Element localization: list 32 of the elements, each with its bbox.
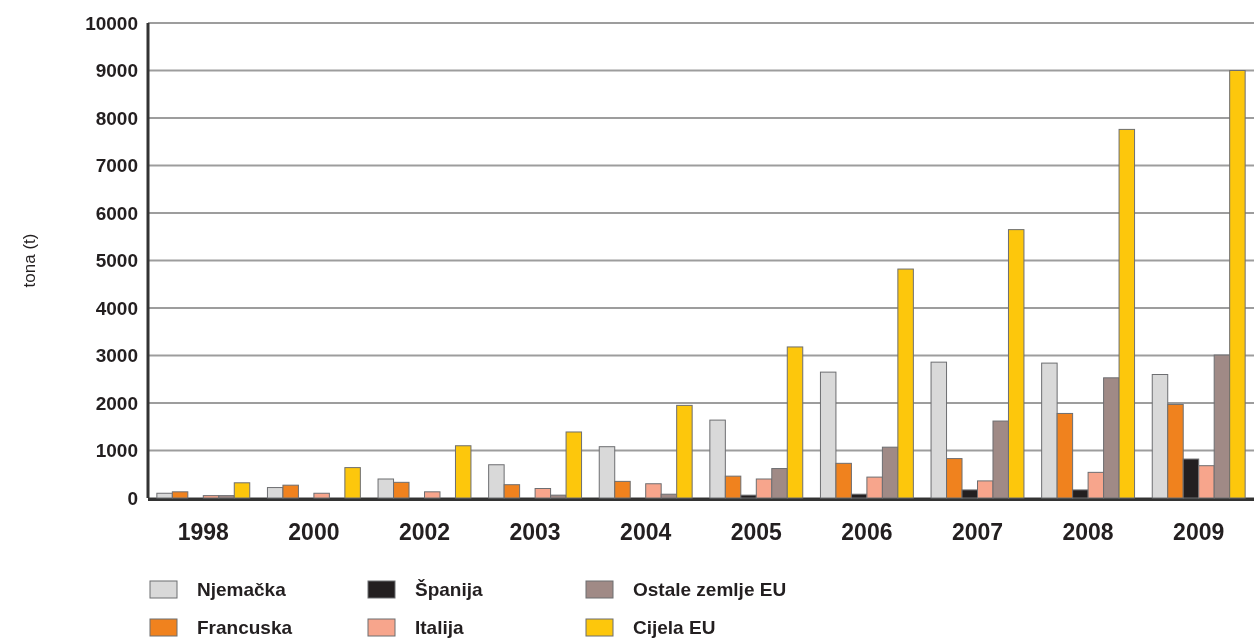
legend-label: Cijela EU (633, 616, 716, 638)
x-tick-label: 2008 (1062, 519, 1114, 545)
bar (313, 492, 330, 499)
y-tick-label: 5000 (95, 250, 138, 272)
x-tick-label: 2007 (951, 519, 1004, 545)
legend-label: Italija (415, 616, 465, 638)
y-tick-label: 0 (127, 487, 138, 509)
bar (454, 445, 472, 499)
y-tick-label: 10000 (85, 12, 138, 34)
bar (344, 467, 361, 499)
y-tick-label: 9000 (95, 60, 138, 82)
x-tick-label: 2006 (841, 519, 893, 545)
bar (424, 491, 441, 499)
x-tick-label: 2003 (509, 519, 561, 545)
x-tick-label: 2005 (730, 519, 783, 545)
y-tick-label: 3000 (95, 345, 138, 367)
y-tick-label: 6000 (95, 202, 138, 224)
x-tick-label: 2004 (620, 519, 672, 545)
legend-label: Njemačka (197, 578, 287, 600)
x-tick-label: 2002 (398, 519, 451, 545)
y-axis-title: tona (t) (20, 233, 39, 288)
x-tick-label: 2000 (288, 519, 340, 545)
y-tick-label: 8000 (95, 107, 138, 129)
y-tick-label: 4000 (95, 297, 138, 319)
x-tick-label: 2009 (1173, 519, 1225, 545)
y-tick-label: 1000 (95, 440, 138, 462)
legend-label: Ostale zemlje EU (633, 578, 787, 600)
legend-label: Španija (415, 578, 484, 600)
y-tick-label: 2000 (95, 392, 138, 414)
x-tick-label: 1998 (177, 519, 230, 545)
y-tick-label: 7000 (95, 155, 138, 177)
legend-label: Francuska (197, 616, 293, 638)
